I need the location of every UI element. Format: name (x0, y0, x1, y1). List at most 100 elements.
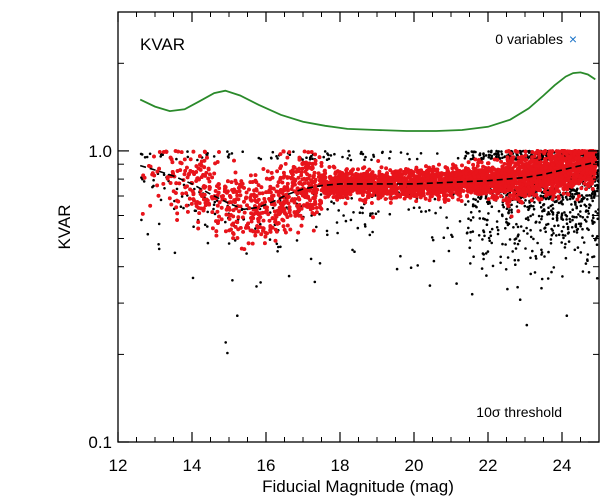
all-stars-point (555, 234, 558, 237)
all-stars-point (562, 236, 565, 240)
all-stars-point (514, 157, 517, 161)
all-stars-point (529, 272, 532, 276)
all-stars-point (146, 232, 150, 236)
all-stars-point (371, 212, 374, 215)
all-stars-point (596, 155, 599, 159)
all-stars-point (562, 225, 565, 229)
all-stars-point (469, 262, 472, 265)
all-stars-point (560, 241, 563, 244)
all-stars-point (490, 205, 494, 208)
all-stars-point (577, 213, 580, 216)
all-stars-point (259, 281, 262, 284)
all-stars-point (590, 192, 594, 196)
all-stars-point (574, 203, 577, 206)
all-stars-point (588, 203, 591, 206)
all-stars-point (560, 212, 564, 215)
all-stars-point (592, 196, 596, 199)
all-stars-point (140, 218, 143, 222)
all-stars-point (533, 201, 536, 204)
all-stars-point (279, 245, 282, 249)
all-stars-point (332, 202, 336, 205)
all-stars-point (575, 215, 578, 219)
all-stars-point (569, 190, 572, 194)
all-stars-point (563, 211, 566, 214)
all-stars-point (275, 155, 278, 158)
all-stars-point (543, 255, 546, 258)
all-stars-point (145, 155, 149, 159)
all-stars-point (295, 239, 299, 242)
all-stars-point (416, 264, 420, 267)
all-stars-point (353, 250, 356, 253)
all-stars-point (574, 201, 577, 204)
all-stars-point (268, 238, 272, 241)
all-stars-point (561, 202, 564, 206)
all-stars-point (478, 153, 482, 157)
all-stars-point (540, 286, 543, 290)
all-stars-point (327, 153, 330, 157)
all-stars-point (257, 156, 261, 160)
all-stars-point (540, 248, 543, 252)
all-stars-point (550, 209, 553, 212)
all-stars-point (576, 246, 580, 249)
all-stars-point (531, 213, 535, 216)
all-stars-point (531, 249, 534, 253)
scatter-layer (139, 149, 599, 355)
all-stars-point (557, 233, 561, 237)
all-stars-point (446, 226, 450, 230)
all-stars-point (374, 212, 378, 215)
all-stars-point (564, 256, 568, 260)
all-stars-point (586, 215, 589, 219)
all-stars-point (572, 215, 576, 219)
all-stars-point (463, 157, 467, 160)
all-stars-point (484, 194, 488, 198)
all-stars-point (583, 218, 587, 222)
all-stars-point (175, 157, 178, 161)
all-stars-point (580, 194, 584, 197)
all-stars-point (489, 150, 493, 154)
all-stars-point (477, 234, 481, 237)
all-stars-point (192, 225, 195, 228)
all-stars-point (555, 213, 559, 217)
all-stars-point (486, 200, 489, 204)
all-stars-point (157, 247, 161, 251)
all-stars-point (347, 149, 350, 153)
all-stars-point (579, 222, 583, 225)
all-stars-point (487, 212, 490, 215)
all-stars-point (458, 220, 462, 223)
all-stars-point (505, 207, 509, 211)
all-stars-point (581, 216, 585, 219)
all-stars-point (594, 210, 597, 213)
all-stars-point (482, 257, 485, 261)
all-stars-point (465, 231, 469, 235)
all-stars-point (581, 270, 585, 273)
all-stars-point (305, 156, 308, 159)
all-stars-point (311, 157, 314, 161)
all-stars-point (582, 241, 586, 244)
all-stars-point (552, 232, 555, 235)
all-stars-point (561, 196, 564, 199)
all-stars-point (372, 153, 375, 157)
all-stars-point (233, 239, 237, 242)
all-stars-point (559, 200, 563, 204)
all-stars-point (456, 156, 460, 160)
all-stars-point (505, 220, 508, 224)
all-stars-point (255, 285, 258, 288)
all-stars-point (557, 224, 560, 227)
all-stars-point (361, 206, 364, 210)
all-stars-point (507, 222, 511, 226)
all-stars-point (490, 156, 493, 160)
all-stars-point (309, 257, 313, 261)
all-stars-point (517, 233, 520, 236)
all-stars-point (529, 256, 532, 260)
all-stars-point (512, 226, 515, 229)
all-stars-point (513, 242, 516, 245)
all-stars-point (546, 222, 550, 226)
all-stars-point (388, 157, 391, 160)
all-stars-point (428, 209, 431, 212)
all-stars-point (442, 236, 446, 239)
all-stars-point (524, 199, 527, 202)
all-stars-point (538, 221, 541, 224)
all-stars-point (360, 150, 363, 154)
all-stars-point (179, 205, 183, 208)
all-stars-point (575, 206, 578, 210)
